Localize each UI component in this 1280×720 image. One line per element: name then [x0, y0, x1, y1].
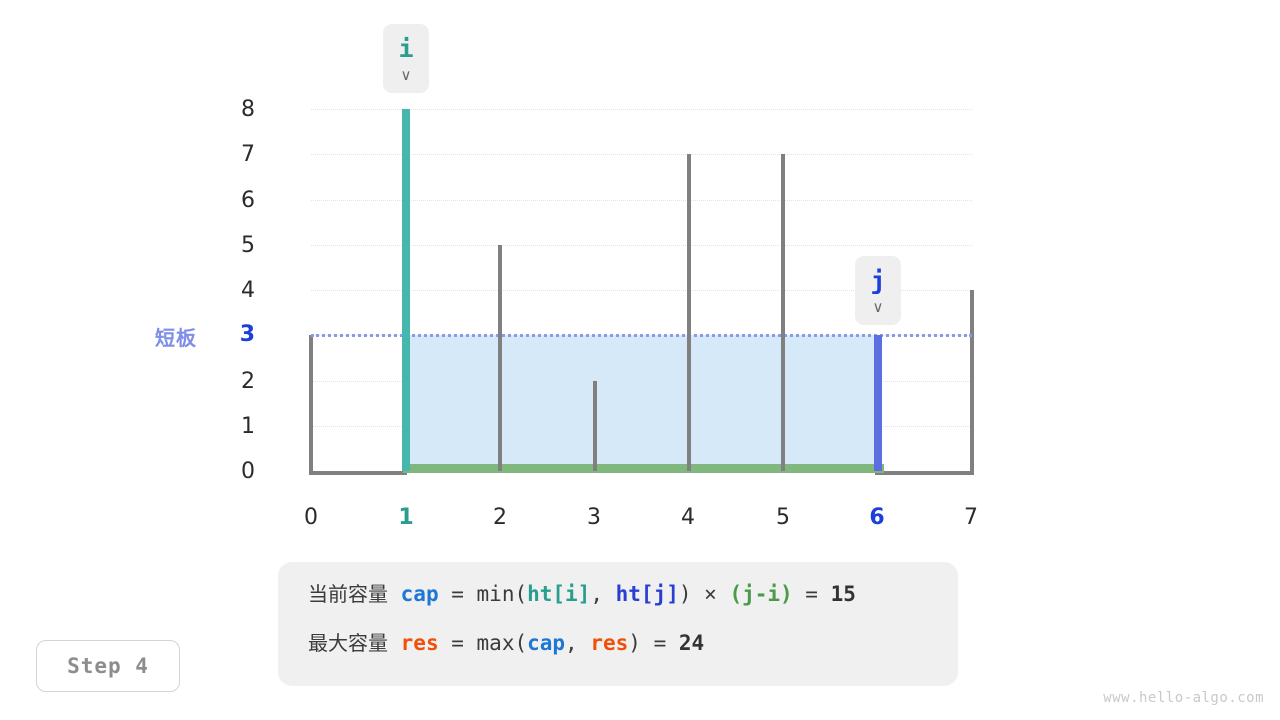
caption-line2-value: 24	[678, 631, 705, 655]
pointer-j-caret-icon: ∨	[872, 298, 884, 317]
container-right-wall	[970, 290, 974, 475]
pointer-j-glyph: j	[870, 265, 886, 295]
caption-line1-arg2: ht[j]	[615, 582, 679, 606]
watermark: www.hello-algo.com	[1103, 690, 1264, 706]
bar-6-pointer-j	[874, 335, 882, 471]
step-badge: Step 4	[36, 640, 180, 692]
x-tick-2: 2	[493, 505, 507, 530]
caption-line2-eq2: =	[640, 631, 679, 655]
pointer-i-glyph: i	[398, 33, 414, 63]
container-bottom-right	[875, 471, 974, 475]
container-bottom-left	[309, 471, 407, 475]
caption-line2-var: res	[400, 631, 439, 655]
container-base-line	[403, 464, 884, 473]
caption-line1-eq1: =	[438, 582, 477, 606]
x-tick-0: 0	[304, 505, 318, 530]
caption-line1-fn: min(	[476, 582, 528, 606]
caption-line2-arg2: res	[590, 631, 629, 655]
caption-line1-value: 15	[830, 582, 856, 606]
caption-line1-arg1: ht[i]	[527, 582, 591, 606]
y-tick-5: 5	[241, 232, 255, 258]
caption-line1-times: ×	[691, 582, 730, 606]
caption-line2-arg1: cap	[527, 631, 566, 655]
caption-line1-eq2: =	[792, 582, 831, 606]
container-left-wall	[309, 335, 313, 475]
caption-line1-var: cap	[400, 582, 439, 606]
caption-line1-close: )	[678, 582, 692, 606]
caption-line1-comma: ,	[590, 582, 616, 606]
y-tick-4: 4	[241, 278, 255, 303]
gridline-y8	[311, 109, 972, 110]
x-tick-3: 3	[587, 505, 601, 530]
caption-line1-prefix: 当前容量	[308, 582, 388, 606]
x-tick-4: 4	[681, 505, 695, 530]
caption-line1-factor: (j-i)	[729, 582, 793, 606]
caption-line2-eq1: =	[438, 631, 477, 655]
y-tick-1: 1	[241, 413, 255, 439]
caption-line2-prefix: 最大容量	[308, 631, 388, 655]
x-tick-5: 5	[776, 505, 790, 530]
bar-4	[687, 154, 691, 471]
y-tick-3: 3	[239, 322, 255, 348]
y-tick-7: 7	[241, 142, 255, 168]
caption-line2-fn: max(	[476, 631, 528, 655]
pointer-i-caret-icon: ∨	[400, 66, 412, 85]
x-tick-6: 6	[869, 505, 885, 530]
bar-1-pointer-i	[402, 109, 410, 471]
caption-panel: 当前容量 cap = min(ht[i], ht[j]) × (j-i) = 1…	[278, 562, 958, 686]
y-tick-6: 6	[241, 187, 255, 213]
y-tick-2: 2	[241, 368, 255, 394]
caption-line-max-capacity: 最大容量 res = max(cap, res) = 24	[308, 633, 958, 654]
water-fill	[405, 335, 882, 466]
caption-line-current-capacity: 当前容量 cap = min(ht[i], ht[j]) × (j-i) = 1…	[308, 584, 958, 605]
bar-2	[498, 244, 502, 471]
bar-3	[593, 380, 597, 471]
pointer-chip-i: i ∨	[383, 24, 429, 93]
y-tick-0: 0	[241, 459, 255, 484]
x-tick-7: 7	[964, 505, 978, 530]
caption-line1-space	[388, 582, 401, 606]
water-level-line	[311, 334, 972, 338]
x-tick-1: 1	[398, 505, 414, 530]
caption-line2-space	[388, 631, 401, 655]
shortboard-label: 短板	[155, 326, 197, 350]
gridline-y5	[311, 244, 972, 246]
pointer-chip-j: j ∨	[855, 256, 901, 325]
bar-5	[781, 154, 785, 471]
gridline-y4	[311, 290, 972, 291]
gridline-y7	[311, 154, 972, 156]
caption-line2-close: )	[628, 631, 641, 655]
y-tick-8: 8	[241, 97, 255, 122]
caption-line2-comma: ,	[565, 631, 591, 655]
gridline-y6	[311, 199, 972, 201]
